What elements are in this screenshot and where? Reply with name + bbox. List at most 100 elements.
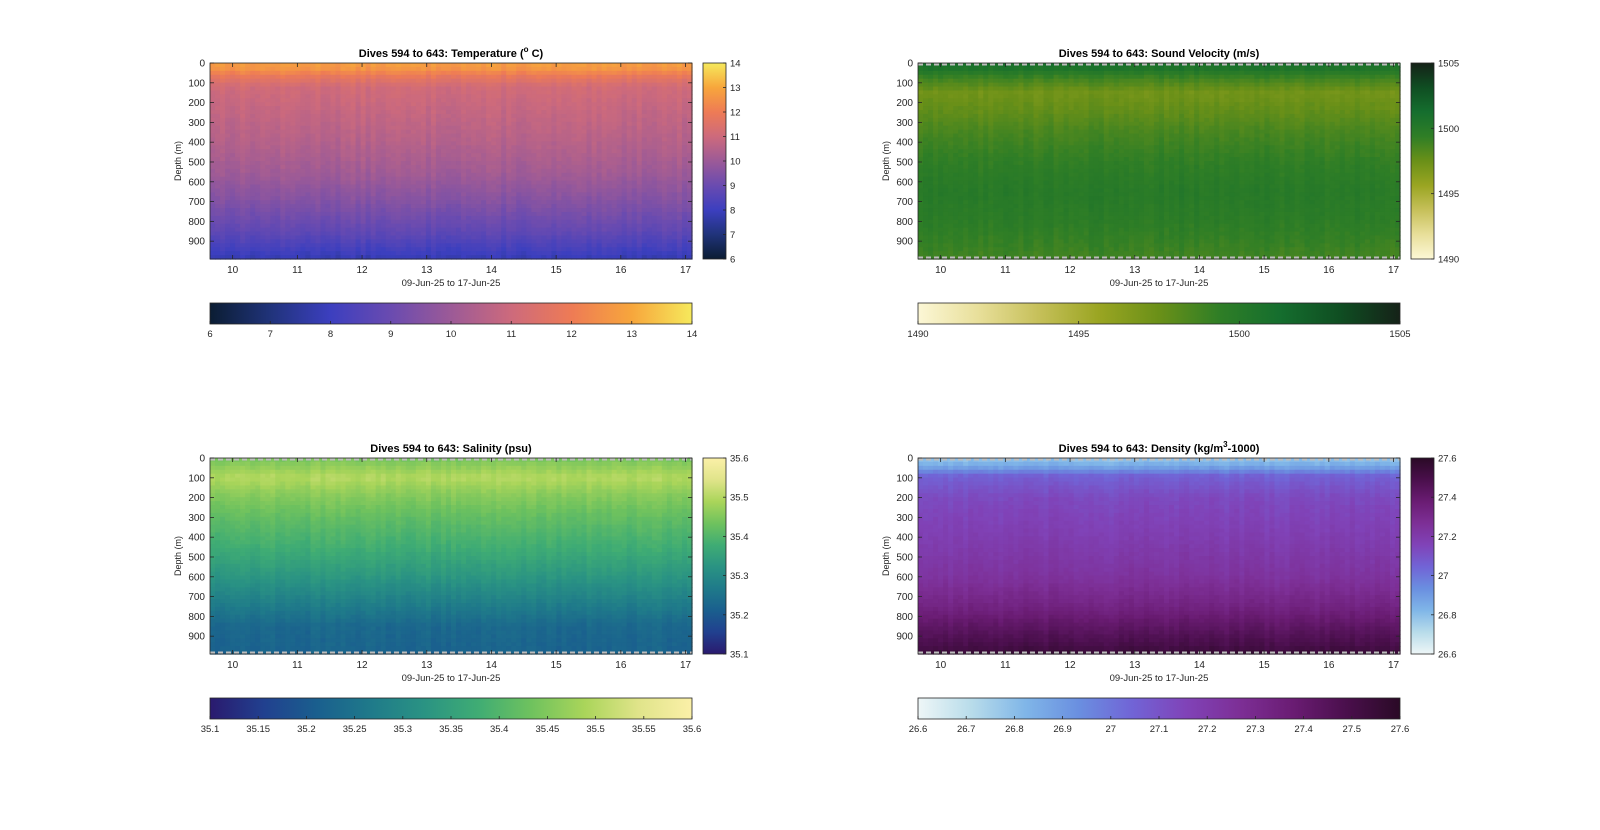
heatmap-cell <box>491 94 497 99</box>
heatmap-cell <box>536 113 542 119</box>
heatmap-cell <box>280 86 286 92</box>
heatmap-cell <box>395 141 402 146</box>
heatmap-cell <box>546 74 553 80</box>
heatmap-cell <box>370 223 377 229</box>
heatmap-cell <box>676 153 683 158</box>
heatmap-cell <box>230 172 236 178</box>
heatmap-cell <box>275 227 281 233</box>
heatmap-cell <box>656 180 663 186</box>
heatmap-cell <box>591 243 598 248</box>
heatmap-cell <box>923 106 929 111</box>
heatmap-cell <box>576 157 583 162</box>
heatmap-cell <box>235 243 241 248</box>
heatmap-cell <box>220 172 226 178</box>
heatmap-cell <box>395 145 402 150</box>
heatmap-cell <box>591 211 598 217</box>
heatmap-cell <box>360 94 367 99</box>
heatmap-cell <box>340 208 347 213</box>
heatmap-cell <box>270 113 276 119</box>
heatmap-cell <box>521 98 527 103</box>
heatmap-cell <box>476 204 482 209</box>
heatmap-cell <box>606 137 613 142</box>
heatmap-cell <box>400 243 407 248</box>
heatmap-cell <box>571 188 578 193</box>
heatmap-cell <box>435 184 442 190</box>
heatmap-cell <box>541 231 547 237</box>
heatmap-cell <box>516 125 522 131</box>
heatmap-cell <box>521 255 527 260</box>
heatmap-cell <box>440 211 447 217</box>
heatmap-cell <box>380 235 387 240</box>
heatmap-cell <box>496 192 502 197</box>
heatmap-cell <box>430 172 437 178</box>
heatmap-cell <box>611 153 618 158</box>
heatmap-cell <box>320 243 327 248</box>
heatmap-cell <box>400 208 407 213</box>
heatmap-cell <box>285 227 291 233</box>
heatmap-cell <box>621 239 628 244</box>
heatmap-cell <box>566 231 573 237</box>
heatmap-cell <box>295 125 301 131</box>
heatmap-cell <box>661 82 668 88</box>
heatmap-cell <box>395 255 402 260</box>
heatmap-cell <box>923 188 929 193</box>
heatmap-cell <box>385 137 392 142</box>
heatmap-cell <box>506 102 512 107</box>
heatmap-cell <box>340 137 347 142</box>
heatmap-cell <box>400 172 407 178</box>
heatmap-cell <box>486 137 492 142</box>
heatmap-cell <box>340 113 347 119</box>
heatmap-cell <box>451 125 457 131</box>
heatmap-cell <box>340 184 347 190</box>
heatmap-cell <box>546 157 553 162</box>
heatmap-cell <box>220 196 226 201</box>
heatmap-cell <box>280 239 286 244</box>
heatmap-cell <box>686 141 693 146</box>
heatmap-cell <box>626 121 633 127</box>
heatmap-cell <box>451 82 457 88</box>
heatmap-cell <box>636 117 643 123</box>
heatmap-cell <box>235 235 241 240</box>
heatmap-cell <box>486 192 492 197</box>
heatmap-cell <box>345 117 352 123</box>
heatmap-cell <box>551 117 558 123</box>
heatmap-cell <box>466 110 472 115</box>
heatmap-cell <box>435 188 442 193</box>
heatmap-cell <box>641 129 648 135</box>
heatmap-cell <box>576 176 583 182</box>
heatmap-cell <box>918 223 924 229</box>
heatmap-cell <box>571 137 578 142</box>
heatmap-cell <box>360 86 367 92</box>
heatmap-cell <box>541 121 547 127</box>
heatmap-cell <box>686 145 693 150</box>
heatmap-cell <box>571 204 578 209</box>
heatmap-cell <box>305 251 312 256</box>
heatmap-cell <box>641 133 648 139</box>
heatmap-cell <box>486 231 492 237</box>
heatmap-cell <box>596 74 603 80</box>
heatmap-cell <box>250 239 256 244</box>
heatmap-cell <box>300 63 306 68</box>
heatmap-cell <box>410 137 417 142</box>
heatmap-cell <box>676 78 683 84</box>
heatmap-cell <box>285 149 291 154</box>
heatmap-cell <box>616 168 623 174</box>
heatmap-cell <box>280 137 286 142</box>
heatmap-cell <box>320 204 327 209</box>
heatmap-cell <box>290 113 296 119</box>
heatmap-cell <box>576 90 583 95</box>
heatmap-cell <box>230 219 236 225</box>
heatmap-cell <box>355 255 362 260</box>
heatmap-cell <box>330 243 337 248</box>
heatmap-cell <box>355 98 362 103</box>
heatmap-cell <box>220 66 226 72</box>
heatmap-cell <box>315 235 322 240</box>
heatmap-cell <box>445 70 452 76</box>
heatmap-cell <box>601 196 608 201</box>
heatmap-cell <box>923 82 929 88</box>
heatmap-cell <box>561 180 568 186</box>
heatmap-cell <box>415 235 422 240</box>
heatmap-cell <box>641 70 648 76</box>
heatmap-cell <box>295 161 301 166</box>
heatmap-cell <box>561 153 568 158</box>
